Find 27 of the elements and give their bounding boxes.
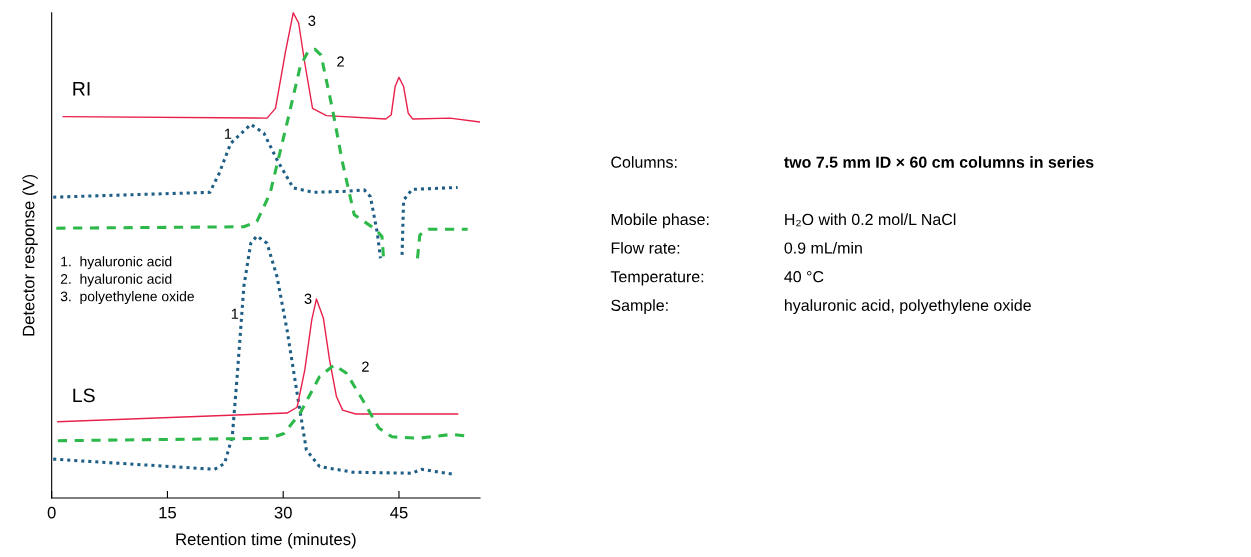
x-tick-label: 45 (390, 506, 408, 519)
x-axis-title: Retention time (minutes) (176, 532, 356, 549)
y-axis-title: Detector response (V) (22, 174, 38, 336)
text: H₂O with 0.2 mol/L NaCl (785, 213, 956, 227)
annotation: 2 (362, 361, 369, 372)
text: Temperature: (610, 271, 704, 286)
text: 0.9 mL/min (784, 241, 862, 254)
text: Sample: (611, 299, 668, 315)
annotation: 2. hyaluronic acid (60, 273, 172, 287)
text: Columns: (611, 156, 677, 168)
annotation: 1 (224, 128, 232, 139)
annotation: 1 (231, 308, 239, 319)
x-tick-label: 15 (159, 506, 177, 519)
annotation: 2 (337, 56, 344, 67)
text: two 7.5 mm ID × 60 cm columns in series (784, 156, 1094, 168)
annotation: 3. polyethylene oxide (60, 291, 194, 305)
annotation: RI (73, 82, 90, 96)
text: Flow rate: (611, 241, 680, 254)
x-tick-label: 30 (274, 506, 292, 519)
annotation: 3 (308, 15, 316, 26)
annotation: 1. hyaluronic acid (61, 256, 172, 270)
text: 40 °C (784, 271, 824, 283)
x-tick-label: 0 (47, 506, 56, 519)
text: hyaluronic acid, polyethylene oxide (784, 299, 1031, 315)
annotation: LS (73, 388, 95, 403)
annotation: 3 (304, 293, 312, 304)
text: Mobile phase: (611, 213, 709, 229)
